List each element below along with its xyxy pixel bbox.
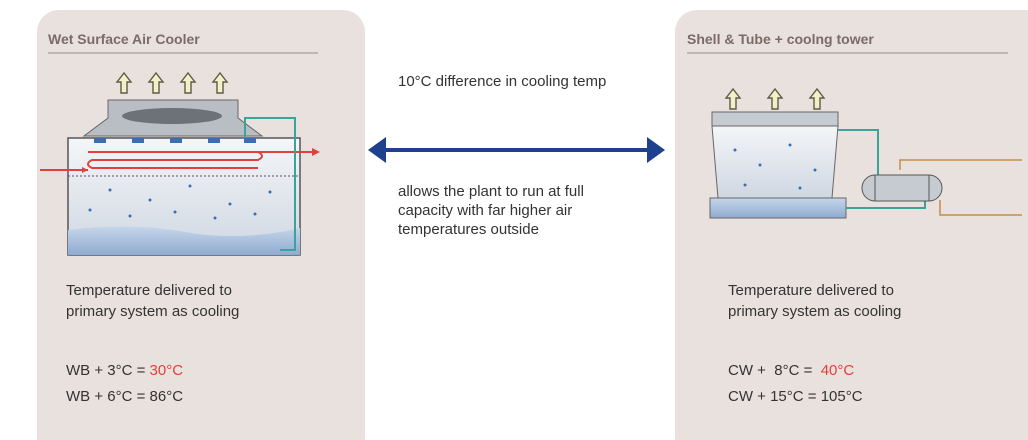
description-line: primary system as cooling — [728, 303, 901, 320]
formula: CW + 8°C = 40°C — [728, 362, 854, 379]
benefit-line: allows the plant to run at full — [398, 183, 584, 200]
panel-title: Wet Surface Air Cooler — [48, 31, 200, 47]
double-arrow — [368, 137, 665, 163]
formula: CW + 15°C = 105°C — [728, 388, 863, 405]
description-line: Temperature delivered to — [66, 282, 232, 299]
formula-text: CW + 8°C = — [728, 362, 821, 379]
cooling-tower-illustration — [709, 88, 1022, 219]
description-line: Temperature delivered to — [728, 282, 894, 299]
formula-highlight: 30°C — [150, 362, 184, 379]
description-line: primary system as cooling — [66, 303, 239, 320]
comparison: 10°C difference in cooling temp allows t… — [368, 73, 665, 238]
formula-text: WB + 3°C = — [66, 362, 150, 379]
right-panel: Shell & Tube + coolng tower Temperature … — [675, 10, 1028, 440]
benefit-line: temperatures outside — [398, 221, 539, 238]
formula: WB + 3°C = 30°C — [66, 362, 183, 379]
wet-surface-illustration — [40, 72, 320, 256]
formula-highlight: 40°C — [821, 362, 855, 379]
panel-title: Shell & Tube + coolng tower — [687, 31, 874, 47]
left-panel: Wet Surface Air Cooler — [37, 10, 365, 440]
difference-text: 10°C difference in cooling temp — [398, 73, 606, 90]
formula: WB + 6°C = 86°C — [66, 388, 183, 405]
benefit-line: capacity with far higher air — [398, 202, 572, 219]
